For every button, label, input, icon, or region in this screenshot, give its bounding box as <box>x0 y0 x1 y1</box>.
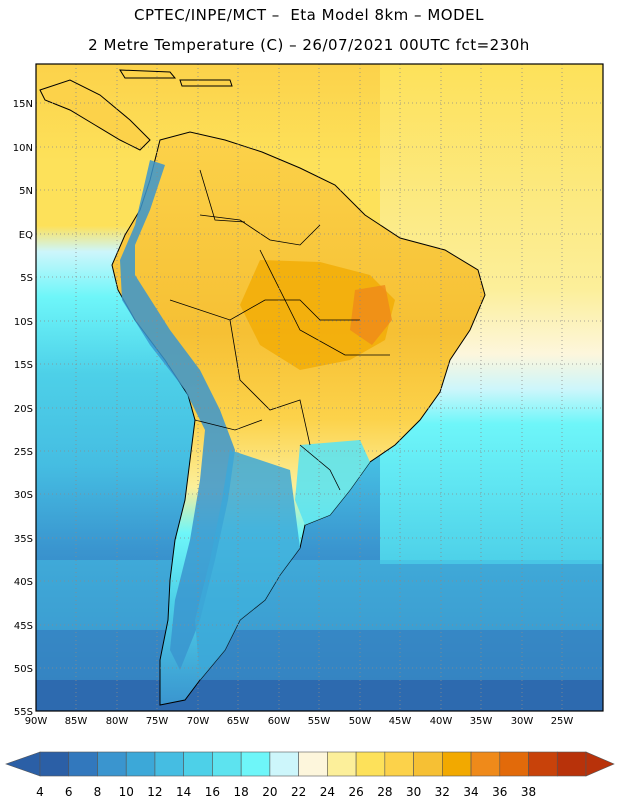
colorbar-swatch <box>499 751 529 777</box>
colorbar-swatch <box>212 751 242 777</box>
colorbar-label: 4 <box>36 785 44 799</box>
lon-tick: 45W <box>389 716 412 727</box>
south-brazil <box>295 440 370 525</box>
lat-tick: 15N <box>13 99 33 110</box>
lat-tick: 45S <box>14 621 33 632</box>
lat-tick: 25S <box>14 447 33 458</box>
lon-tick: 55W <box>308 716 331 727</box>
patagonia <box>195 450 300 680</box>
colorbar-swatch <box>384 751 414 777</box>
colorbar-arrow-left <box>5 751 41 777</box>
colorbar-swatch <box>470 751 501 777</box>
andes-strip <box>120 160 235 670</box>
lon-tick: 50W <box>349 716 372 727</box>
lon-tick: 40W <box>430 716 453 727</box>
lon-tick: 60W <box>268 716 291 727</box>
colorbar-label: 38 <box>521 785 536 799</box>
map-field <box>36 64 603 711</box>
colorbar-label: 30 <box>406 785 421 799</box>
title-line-1: CPTEC/INPE/MCT – Eta Model 8km – MODEL <box>134 6 484 24</box>
colorbar-swatch <box>327 751 357 777</box>
colorbar-label: 6 <box>65 785 73 799</box>
lon-tick: 65W <box>227 716 250 727</box>
colorbar-label: 26 <box>348 785 363 799</box>
lat-tick: EQ <box>19 230 33 241</box>
colorbar-label: 20 <box>262 785 277 799</box>
lat-tick: 55S <box>14 707 33 718</box>
lat-tick: 50S <box>14 664 33 675</box>
lat-tick: 10N <box>13 143 33 154</box>
colorbar-swatch <box>528 751 558 777</box>
map-frame <box>35 63 604 712</box>
colorbar-swatch <box>355 751 386 777</box>
colorbar-swatch <box>125 751 156 777</box>
colorbar-swatch <box>154 751 184 777</box>
colorbar-label: 18 <box>234 785 249 799</box>
colorbar-label: 14 <box>176 785 191 799</box>
colorbar-swatch <box>68 751 98 777</box>
colorbar-swatch <box>183 751 213 777</box>
colorbar-swatch <box>298 751 328 777</box>
lat-tick: 30S <box>14 490 33 501</box>
lat-tick: 20S <box>14 404 33 415</box>
lon-tick: 80W <box>106 716 129 727</box>
colorbar-swatch <box>413 751 443 777</box>
country-borders <box>169 169 390 491</box>
hottest-spot <box>350 285 392 345</box>
lon-tick: 25W <box>551 716 574 727</box>
lat-tick: 40S <box>14 577 33 588</box>
colorbar-label: 28 <box>377 785 392 799</box>
longitude-labels: 90W 85W 80W 75W 70W 65W 60W 55W 50W 45W … <box>25 716 574 727</box>
title-line-2: 2 Metre Temperature (C) – 26/07/2021 00U… <box>88 36 530 54</box>
lat-tick: 15S <box>14 360 33 371</box>
grid-lines <box>36 64 603 711</box>
lat-tick: 35S <box>14 534 33 545</box>
lon-tick: 70W <box>187 716 210 727</box>
colorbar: 4 6 8 10 12 14 16 18 20 22 24 26 28 30 32 34 36 38 <box>5 751 615 799</box>
colorbar-arrow-right <box>585 751 615 777</box>
colorbar-label: 24 <box>320 785 335 799</box>
latitude-labels: 15N 10N 5N EQ 5S 10S 15S 20S 25S 30S 35S… <box>13 99 33 718</box>
central-america <box>39 79 151 151</box>
far-south-band <box>36 680 603 711</box>
lon-tick: 30W <box>511 716 534 727</box>
colorbar-swatch <box>240 751 271 777</box>
colorbar-swatch <box>39 751 70 777</box>
lon-tick: 90W <box>25 716 48 727</box>
colorbar-label: 22 <box>291 785 306 799</box>
colorbar-label: 36 <box>492 785 507 799</box>
colorbar-label: 8 <box>94 785 102 799</box>
colorbar-label: 32 <box>435 785 450 799</box>
caribbean-islands <box>119 69 233 87</box>
lon-tick: 75W <box>146 716 169 727</box>
lon-tick: 35W <box>470 716 493 727</box>
colorbar-label: 16 <box>205 785 220 799</box>
colorbar-swatch <box>556 751 587 777</box>
colorbar-label: 12 <box>147 785 162 799</box>
colorbar-swatch <box>269 751 299 777</box>
lat-tick: 5N <box>19 186 33 197</box>
lon-tick: 85W <box>65 716 88 727</box>
colorbar-swatch <box>97 751 127 777</box>
colorbar-label: 10 <box>119 785 134 799</box>
lat-tick: 10S <box>14 317 33 328</box>
colorbar-label: 34 <box>463 785 478 799</box>
lat-tick: 5S <box>20 273 33 284</box>
colorbar-swatch <box>442 751 472 777</box>
